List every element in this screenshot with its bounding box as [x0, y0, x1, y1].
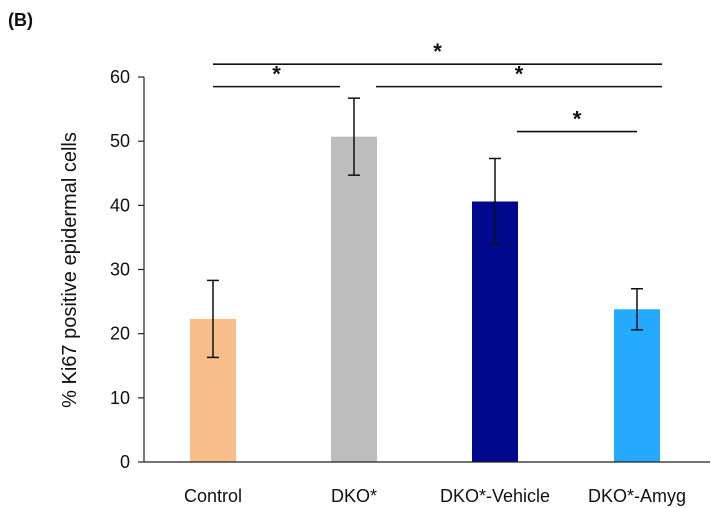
y-tick-label: 10 — [110, 388, 130, 408]
significance-star: * — [573, 107, 582, 132]
bar — [331, 136, 377, 463]
x-tick-label: DKO*-Amyg — [588, 486, 686, 506]
y-tick-label: 40 — [110, 195, 130, 215]
bars-group — [190, 136, 660, 463]
significance-star: * — [433, 39, 442, 64]
x-tick-label: DKO*-Vehicle — [440, 486, 550, 506]
bar — [614, 309, 660, 462]
y-axis: 0 10 20 30 40 50 60 — [110, 67, 145, 472]
significance-star: * — [272, 62, 281, 87]
error-bars-group — [207, 97, 643, 359]
y-tick-label: 60 — [110, 67, 130, 87]
x-axis: Control DKO* DKO*-Vehicle DKO*-Amyg — [144, 461, 710, 506]
x-tick-label: DKO* — [331, 486, 377, 506]
y-tick-label: 20 — [110, 324, 130, 344]
significance-group: * * * * — [213, 39, 662, 133]
significance-star: * — [515, 62, 524, 87]
y-axis-label: % Ki67 positive epidermal cells — [59, 132, 81, 408]
y-tick-label: 0 — [120, 452, 130, 472]
y-tick-label: 50 — [110, 131, 130, 151]
panel-label: (B) — [8, 10, 33, 30]
y-tick-label: 30 — [110, 260, 130, 280]
x-tick-label: Control — [184, 486, 242, 506]
